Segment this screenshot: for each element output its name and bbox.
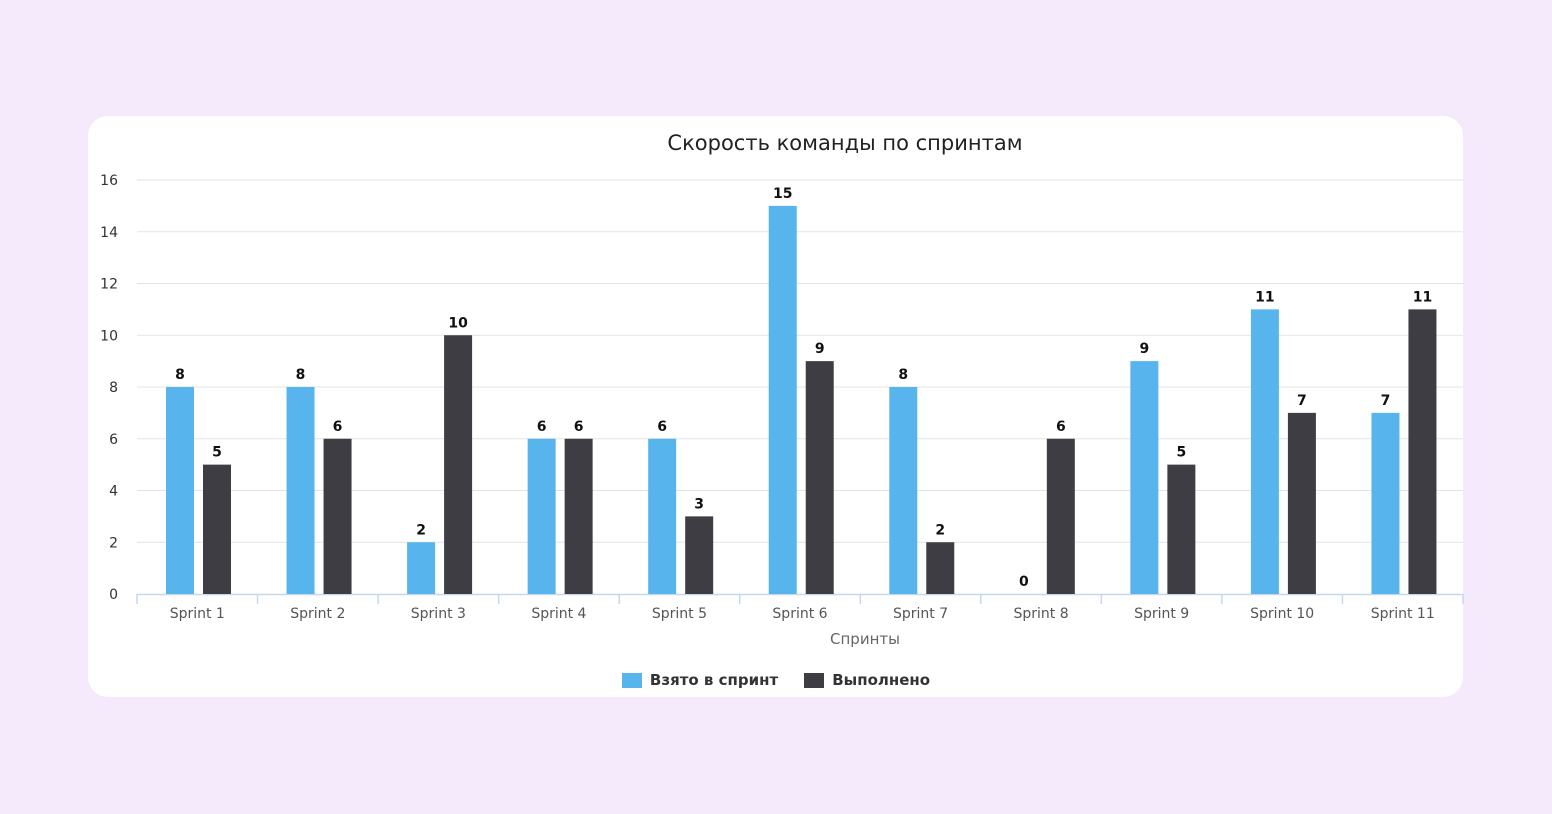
bar[interactable]: [1046, 438, 1075, 594]
x-tick-label: Sprint 7: [893, 606, 948, 622]
legend-swatch-done: [804, 672, 825, 688]
data-label: 7: [1381, 393, 1391, 409]
x-tick-label: Sprint 10: [1250, 606, 1314, 622]
data-label: 6: [1056, 419, 1066, 435]
legend-item-taken[interactable]: Взято в спринт: [621, 671, 779, 689]
data-label: 11: [1255, 289, 1274, 305]
x-tick-label: Sprint 8: [1014, 606, 1069, 622]
legend: Взято в спринт Выполнено: [0, 671, 1552, 689]
y-tick-label: 0: [109, 587, 118, 603]
bar[interactable]: [564, 438, 593, 594]
data-label: 6: [537, 419, 547, 435]
bar[interactable]: [889, 387, 918, 594]
y-tick-label: 16: [100, 173, 118, 189]
data-label: 9: [1139, 341, 1149, 357]
bar[interactable]: [805, 361, 834, 594]
bar[interactable]: [1371, 412, 1400, 594]
x-tick-label: Sprint 4: [531, 606, 586, 622]
bar[interactable]: [1408, 309, 1437, 594]
chart-title: Скорость команды по спринтам: [667, 131, 1022, 155]
data-label: 2: [935, 522, 945, 538]
y-tick-label: 12: [100, 277, 118, 293]
y-tick-label: 6: [109, 432, 118, 448]
data-label: 11: [1413, 289, 1432, 305]
data-label: 5: [212, 445, 222, 461]
bar[interactable]: [323, 438, 352, 594]
data-label: 6: [574, 419, 584, 435]
bar[interactable]: [166, 387, 194, 594]
legend-label-taken: Взято в спринт: [649, 671, 779, 689]
y-tick-label: 10: [100, 328, 118, 344]
x-tick-label: Sprint 5: [652, 606, 707, 622]
legend-item-done[interactable]: Выполнено: [804, 671, 930, 689]
bar[interactable]: [685, 516, 714, 594]
bar[interactable]: [1250, 309, 1279, 594]
y-tick-label: 4: [109, 484, 118, 500]
x-tick-label: Sprint 11: [1371, 606, 1435, 622]
y-tick-label: 8: [109, 380, 118, 396]
data-label: 15: [773, 186, 792, 202]
x-tick-label: Sprint 1: [170, 606, 225, 622]
bar[interactable]: [1287, 412, 1316, 594]
bar[interactable]: [407, 542, 436, 594]
data-label: 2: [416, 522, 426, 538]
data-label: 3: [694, 496, 704, 512]
y-tick-label: 2: [109, 535, 118, 551]
data-label: 6: [333, 419, 343, 435]
data-label: 9: [815, 341, 825, 357]
x-tick-label: Sprint 2: [290, 606, 345, 622]
y-tick-label: 14: [100, 225, 118, 241]
data-label: 8: [296, 367, 306, 383]
bar[interactable]: [203, 464, 231, 594]
legend-label-done: Выполнено: [832, 671, 931, 689]
x-axis-title: Спринты: [830, 630, 900, 648]
x-tick-label: Sprint 9: [1134, 606, 1189, 622]
x-tick-label: Sprint 6: [772, 606, 827, 622]
bar[interactable]: [444, 335, 473, 594]
data-label: 0: [1019, 574, 1029, 590]
x-tick-label: Sprint 3: [411, 606, 466, 622]
legend-swatch-taken: [621, 672, 642, 688]
data-label: 10: [448, 315, 468, 331]
data-label: 8: [175, 367, 185, 383]
data-label: 7: [1297, 393, 1307, 409]
bar[interactable]: [527, 438, 556, 594]
bar[interactable]: [1167, 464, 1196, 594]
data-label: 6: [657, 419, 667, 435]
bar[interactable]: [648, 438, 677, 594]
data-label: 5: [1176, 445, 1186, 461]
bar[interactable]: [286, 387, 315, 594]
bar[interactable]: [768, 205, 797, 594]
bar[interactable]: [926, 542, 955, 594]
data-label: 8: [898, 367, 908, 383]
bar[interactable]: [1130, 361, 1159, 594]
